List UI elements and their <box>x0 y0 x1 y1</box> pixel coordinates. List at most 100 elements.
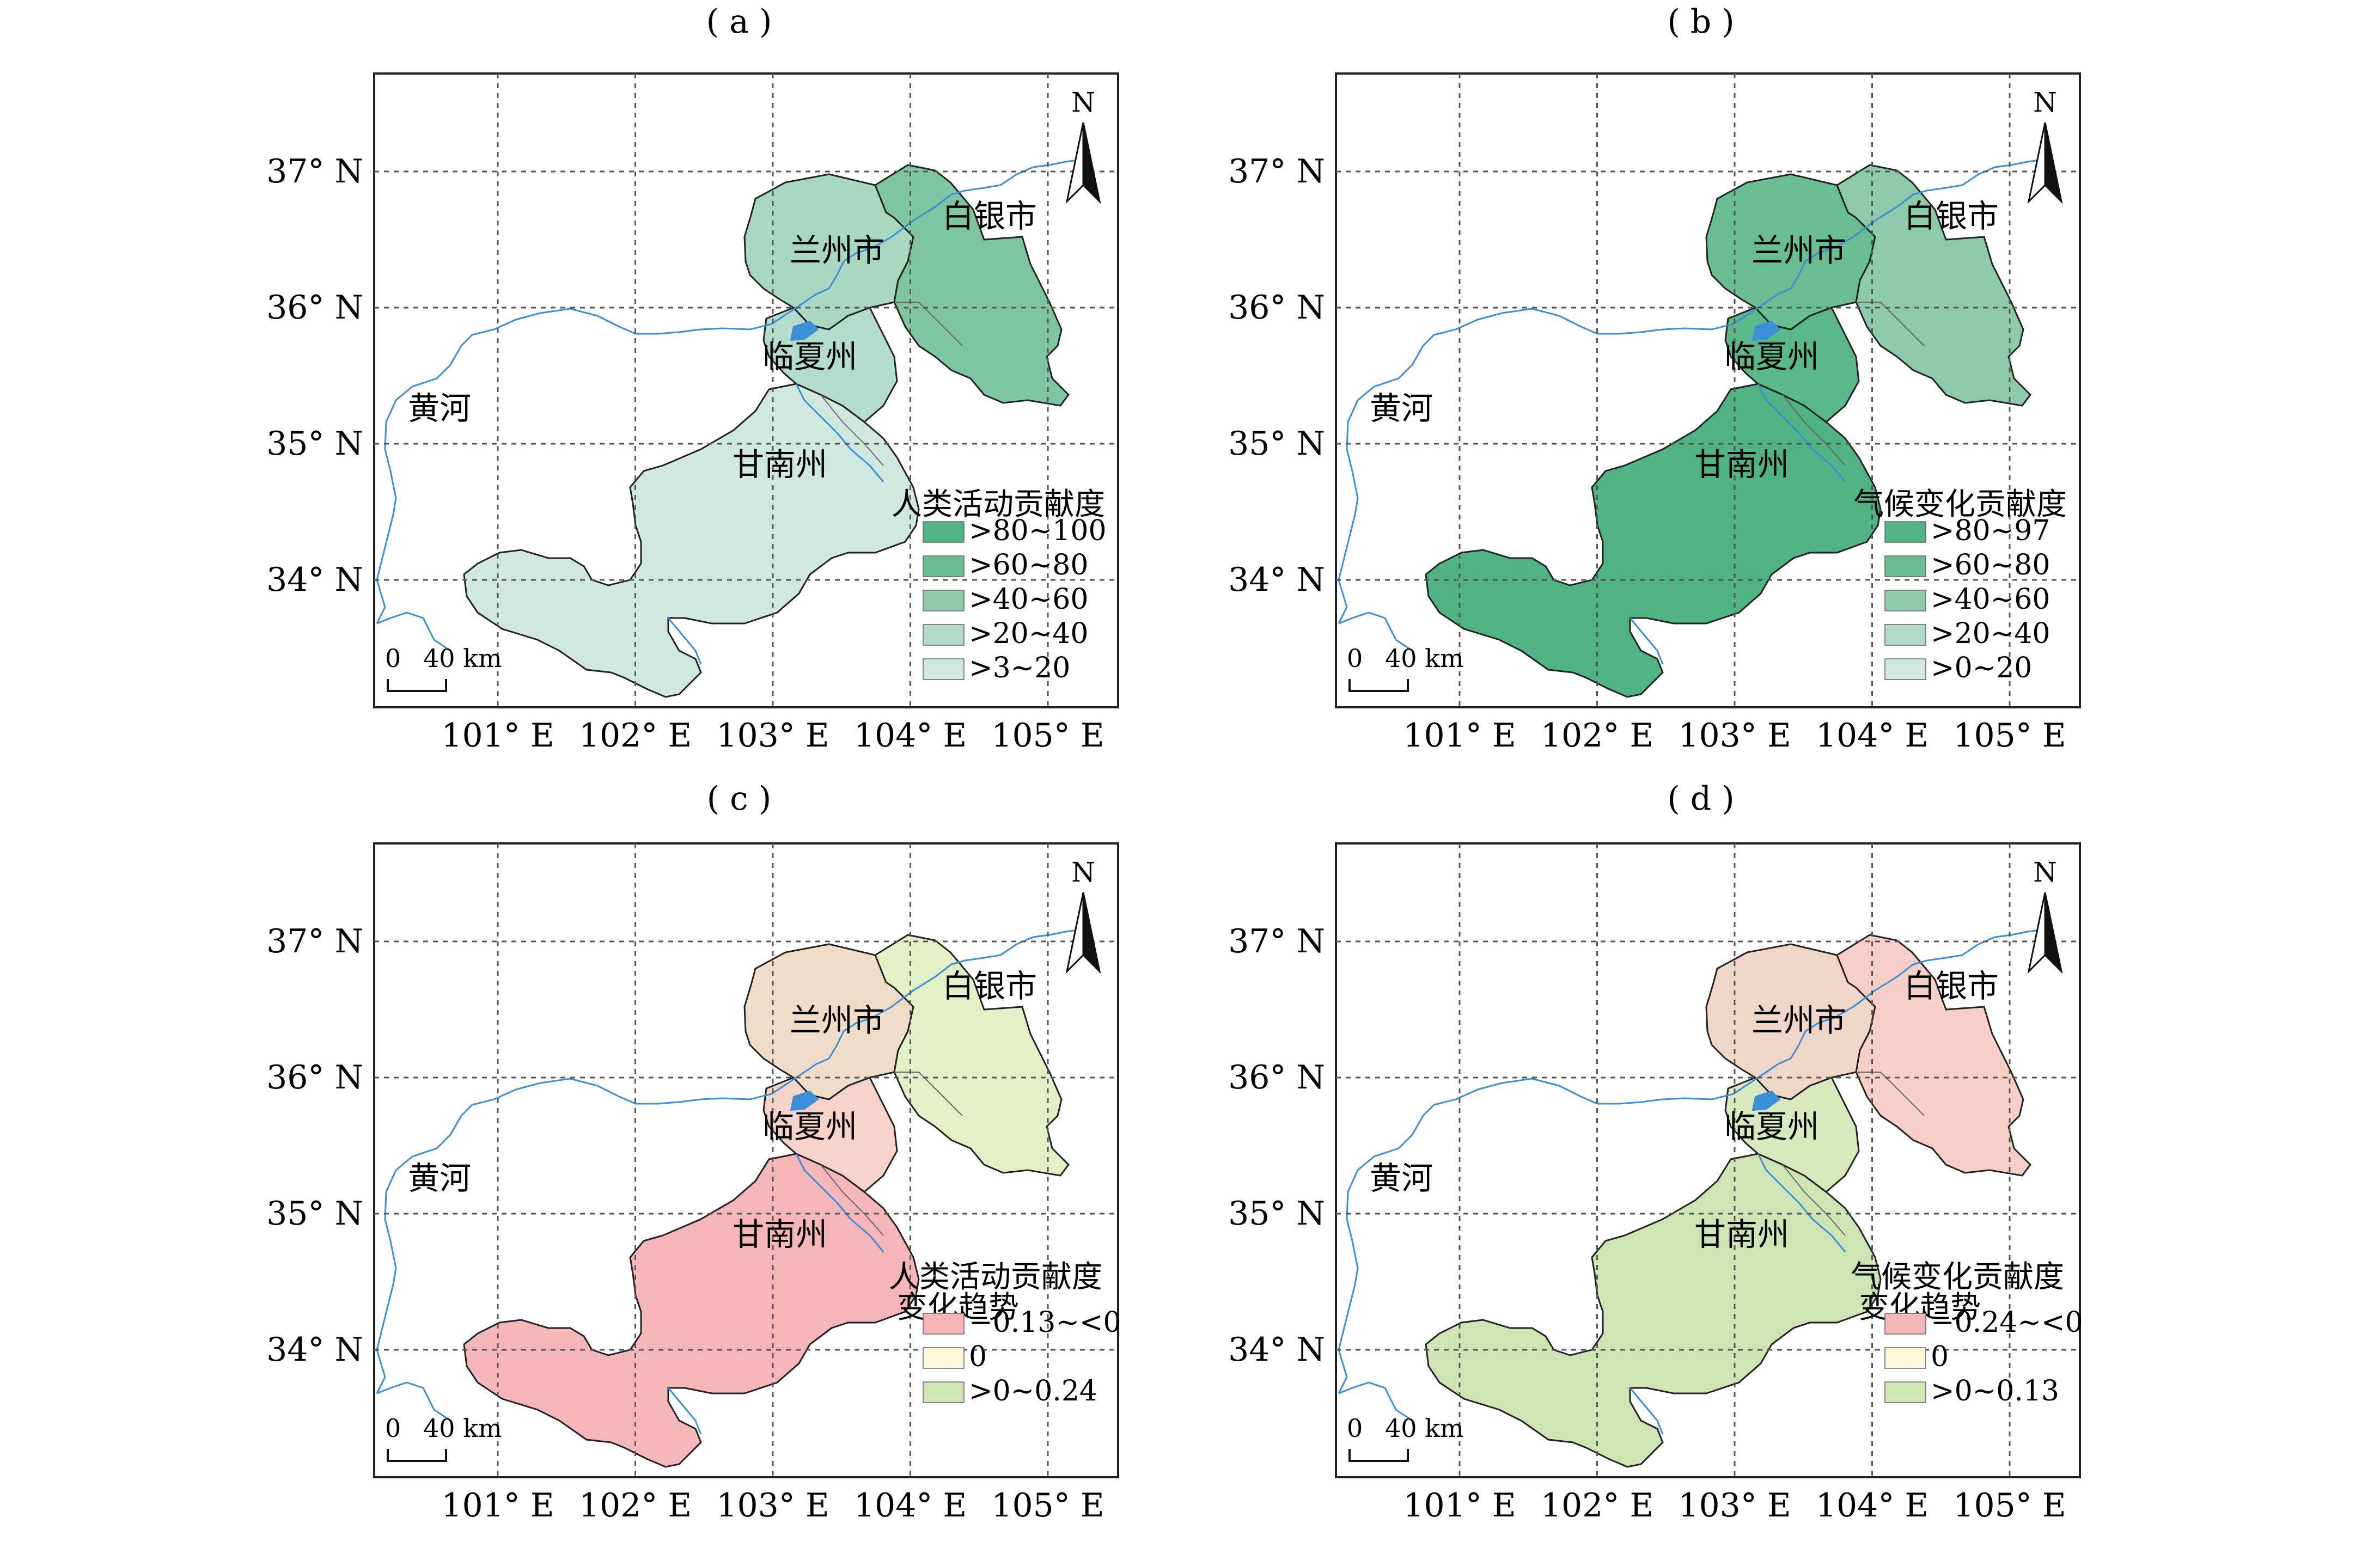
latitude-label: 35° N <box>266 425 363 463</box>
north-label: N <box>1071 87 1095 118</box>
latitude-label: 35° N <box>1228 425 1325 463</box>
longitude-label: 105° E <box>991 1486 1104 1525</box>
admin-boundary <box>1782 394 1846 466</box>
legend-swatch <box>1884 658 1926 680</box>
legend-swatch <box>923 590 965 611</box>
admin-boundary <box>894 302 963 346</box>
yellow-river-line <box>1338 928 2045 1394</box>
place-yellow-river: 黄河 <box>408 390 471 427</box>
yellow-river-line <box>1757 1153 1846 1252</box>
legend-title: 气候变化贡献度 <box>1851 1259 2064 1295</box>
place-baiyin: 白银市 <box>1904 198 1999 235</box>
reservoir <box>790 1090 819 1111</box>
region-north <box>1836 934 2031 1177</box>
longitude-label: 103° E <box>716 1486 829 1525</box>
place-gannan: 甘南州 <box>733 446 827 483</box>
latitude-label: 34° N <box>1228 1331 1325 1369</box>
longitude-label: 102° E <box>1541 1486 1653 1525</box>
region-gannan <box>463 1153 920 1468</box>
latitude-label: 35° N <box>1228 1195 1325 1233</box>
place-lanzhou: 兰州市 <box>790 232 884 269</box>
legend-label: >20~40 <box>1931 617 2050 650</box>
yellow-river-line <box>376 1381 451 1422</box>
scale-zero: 0 <box>385 1414 401 1443</box>
admin-boundary <box>894 1072 963 1116</box>
longitude-label: 105° E <box>991 717 1104 755</box>
latitude-label: 36° N <box>266 289 363 327</box>
scale-bar: 0 40 km <box>1347 1414 1464 1462</box>
yellow-river-line <box>1338 611 1413 652</box>
latitude-label: 36° N <box>266 1059 363 1097</box>
legend-label: >0~0.24 <box>969 1375 1097 1408</box>
longitude-label: 103° E <box>1678 1486 1791 1525</box>
yellow-river-line <box>667 1387 702 1435</box>
place-yellow-river: 黄河 <box>1370 390 1433 427</box>
legend-label: >80~100 <box>969 515 1107 547</box>
scale-distance: 40 km <box>423 1414 502 1443</box>
longitude-label: 101° E <box>441 717 554 755</box>
longitude-label: 101° E <box>441 1486 554 1525</box>
legend-swatch <box>923 1347 965 1369</box>
admin-boundary <box>1856 1072 1925 1116</box>
yellow-river-line <box>667 617 702 665</box>
legend-label: >20~40 <box>969 617 1088 650</box>
legend-swatch <box>1884 590 1926 611</box>
legend-swatch <box>1884 521 1926 543</box>
longitude-label: 101° E <box>1403 717 1516 755</box>
place-baiyin: 白银市 <box>1904 968 1999 1005</box>
yellow-river-line <box>376 158 1083 624</box>
scale-bar: 0 40 km <box>385 644 502 692</box>
yellow-river-line <box>376 928 1083 1394</box>
latitude-label: 37° N <box>266 922 363 960</box>
longitude-label: 104° E <box>854 1486 967 1525</box>
longitude-label: 103° E <box>716 717 829 755</box>
reservoir <box>1752 1090 1781 1111</box>
scale-distance: 40 km <box>1385 644 1464 673</box>
place-lanzhou: 兰州市 <box>1752 232 1846 269</box>
latitude-label: 37° N <box>266 152 363 191</box>
legend-swatch <box>923 624 965 646</box>
legend-title: 气候变化贡献度 <box>1853 487 2067 522</box>
legend-swatch <box>923 521 965 543</box>
longitude-label: 102° E <box>1541 717 1653 755</box>
north-arrow-icon: N <box>1065 856 1101 974</box>
legend-label: 0 <box>1931 1341 1949 1373</box>
longitude-label: 105° E <box>1953 1486 2066 1525</box>
legend-label: >40~60 <box>969 583 1088 616</box>
yellow-river-line <box>1629 1387 1664 1435</box>
region-north <box>874 164 1070 407</box>
legend-label: >40~60 <box>1931 583 2050 616</box>
legend-label: −0.24~<0 <box>1931 1306 2083 1339</box>
north-label: N <box>2033 856 2057 888</box>
latitude-label: 35° N <box>266 1195 363 1233</box>
map-panel: 37° N 36° N 35° N 34° N 101° E 102° E 103° E 10… <box>1228 842 2083 1525</box>
place-gannan: 甘南州 <box>1694 446 1789 483</box>
legend-swatch <box>1884 1347 1926 1369</box>
place-lanzhou: 兰州市 <box>790 1002 884 1039</box>
panel-label: ( b ) <box>1667 3 1734 41</box>
scale-bar: 0 40 km <box>385 1414 502 1462</box>
scale-bar: 0 40 km <box>1347 644 1464 692</box>
place-linxia: 临夏州 <box>1724 1108 1819 1145</box>
admin-boundary <box>1782 1164 1846 1236</box>
north-arrow-icon: N <box>2027 856 2063 974</box>
north-label: N <box>2033 87 2057 118</box>
yellow-river-line <box>1629 617 1664 665</box>
latitude-label: 37° N <box>1228 152 1325 191</box>
longitude-label: 104° E <box>1816 717 1929 755</box>
place-gannan: 甘南州 <box>1694 1216 1789 1253</box>
legend-swatch <box>1884 555 1926 577</box>
yellow-river-line <box>1757 383 1846 482</box>
legend-label: >60~80 <box>1931 549 2050 582</box>
place-gannan: 甘南州 <box>733 1216 827 1253</box>
yellow-river-line <box>376 611 451 652</box>
region-north <box>1836 164 2031 407</box>
legend: 人类活动贡献度>80~100>60~80>40~60>20~40>3~20 <box>892 487 1107 684</box>
region-north <box>874 934 1070 1177</box>
scale-zero: 0 <box>1347 1414 1363 1443</box>
place-linxia: 临夏州 <box>1724 338 1819 375</box>
legend-label: −0.13~<0 <box>969 1306 1121 1339</box>
latitude-label: 36° N <box>1228 289 1325 327</box>
